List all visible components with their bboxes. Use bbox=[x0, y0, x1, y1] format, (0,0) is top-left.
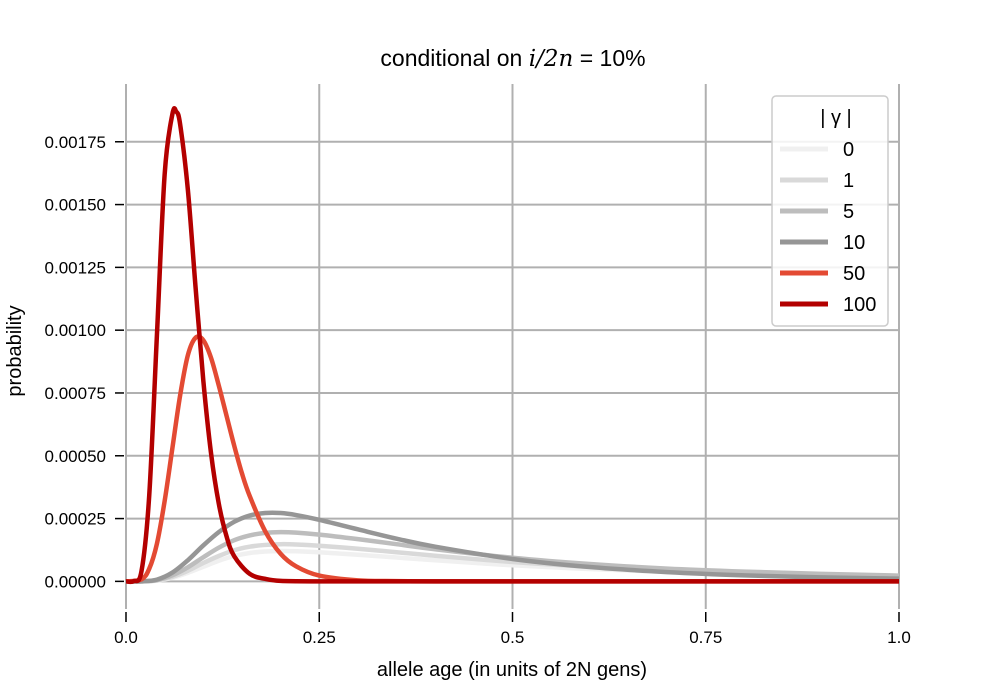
y-axis-label: probability bbox=[4, 305, 26, 396]
series-lines bbox=[125, 106, 900, 585]
y-tick-label: 0.00050 bbox=[45, 447, 106, 466]
chart-title-pct: 10% bbox=[600, 45, 646, 71]
series-line-gamma-10 bbox=[125, 510, 900, 584]
chart-title-eq: = bbox=[573, 45, 599, 71]
y-tick-label: 0.00025 bbox=[45, 510, 106, 529]
x-axis-label: allele age (in units of 2N gens) bbox=[377, 659, 647, 681]
legend-label-1: 1 bbox=[843, 170, 854, 192]
y-tick-label: 0.00000 bbox=[45, 572, 106, 591]
y-tick-label: 0.00150 bbox=[45, 196, 106, 215]
x-tick-label: 0.75 bbox=[689, 628, 722, 647]
y-tick-label: 0.00125 bbox=[45, 258, 106, 277]
legend: | γ | 0 1 5 10 50 100 bbox=[771, 95, 889, 327]
legend-title: | γ | bbox=[820, 107, 852, 129]
y-tick-label: 0.00075 bbox=[45, 384, 106, 403]
chart-title-math: i/2n bbox=[529, 46, 574, 72]
x-tick-label: 1.0 bbox=[887, 628, 911, 647]
axes: 0.0 0.25 0.5 0.75 1.0 0.00000 0.00025 0.00050 0.… bbox=[45, 133, 911, 647]
x-tick-label: 0.0 bbox=[114, 628, 138, 647]
legend-label-0: 0 bbox=[843, 139, 854, 161]
legend-label-10: 10 bbox=[843, 232, 865, 254]
legend-frame bbox=[771, 95, 889, 327]
series-line-gamma-100 bbox=[125, 106, 899, 585]
x-tick-label: 0.25 bbox=[303, 628, 336, 647]
chart-title-prefix: conditional on bbox=[380, 45, 528, 71]
y-tick-label: 0.00175 bbox=[45, 133, 106, 152]
series-line-gamma-5 bbox=[125, 529, 900, 584]
chart-title: conditional on i/2n = 10% bbox=[380, 45, 645, 72]
y-tick-label: 0.00100 bbox=[45, 321, 106, 340]
legend-label-100: 100 bbox=[843, 294, 876, 316]
legend-label-5: 5 bbox=[843, 201, 854, 223]
legend-label-50: 50 bbox=[843, 263, 865, 285]
x-tick-label: 0.5 bbox=[501, 628, 525, 647]
